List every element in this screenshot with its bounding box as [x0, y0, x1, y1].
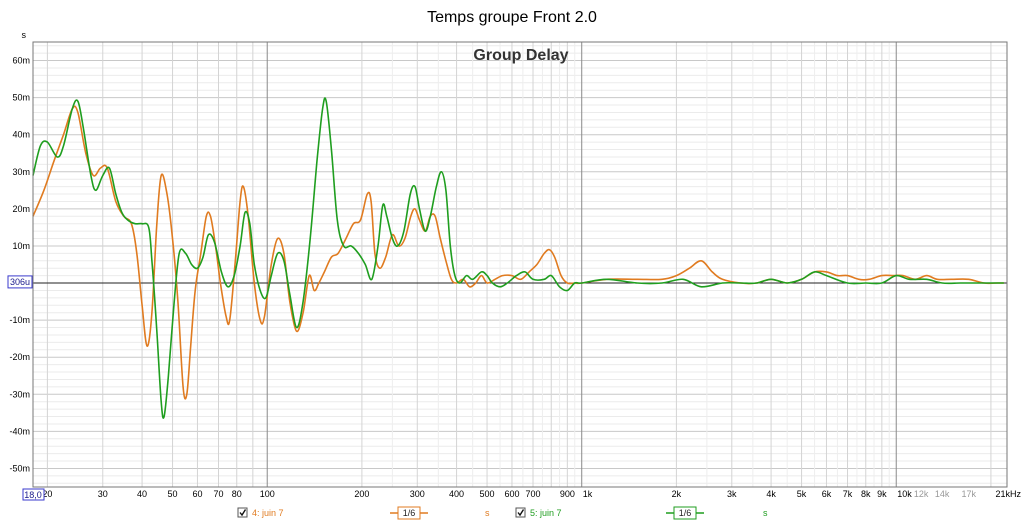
x-tick-label: 17k	[961, 489, 976, 499]
y-tick-label: -40m	[9, 426, 30, 436]
chart-subtitle: Group Delay	[473, 47, 568, 64]
smoothing-button[interactable]	[673, 506, 697, 520]
y-marker-label: 306u	[10, 277, 30, 287]
legend-checkbox[interactable]	[237, 507, 248, 518]
x-tick-label: 20	[42, 489, 52, 499]
x-tick-label: 8k	[861, 489, 871, 499]
y-tick-label: -50m	[9, 463, 30, 473]
x-tick-label: 100	[260, 489, 275, 499]
y-tick-label: -10m	[9, 315, 30, 325]
y-tick-label: 50m	[12, 93, 30, 103]
y-tick-label: 40m	[12, 130, 30, 140]
y-tick-label: 20m	[12, 204, 30, 214]
x-tick-label: 6k	[822, 489, 832, 499]
x-tick-label: 900	[560, 489, 575, 499]
x-tick-label: 7k	[843, 489, 853, 499]
x-tick-label: 4k	[766, 489, 776, 499]
x-marker-box[interactable]	[22, 488, 45, 501]
plot-frame	[32, 41, 1008, 488]
grid	[33, 42, 1007, 487]
y-marker-box[interactable]	[7, 275, 33, 289]
smoothing-label: 1/6	[679, 508, 692, 518]
x-tick-label: 600	[504, 489, 519, 499]
x-tick-label: 5k	[797, 489, 807, 499]
x-tick-label: 21kHz	[995, 489, 1021, 499]
x-tick-label: 30	[98, 489, 108, 499]
x-tick-label: 60	[192, 489, 202, 499]
x-tick-label: 70	[213, 489, 223, 499]
x-tick-label: 3k	[727, 489, 737, 499]
series-line-2	[32, 97, 1004, 419]
x-marker-label: 18,0	[24, 490, 42, 500]
legend-unit: s	[485, 508, 490, 518]
x-tick-label: 2k	[672, 489, 682, 499]
legend-label: 4: juin 7	[252, 508, 284, 518]
x-tick-label: 10k	[897, 489, 912, 499]
legend-checkbox[interactable]	[515, 507, 526, 518]
y-tick-label: -20m	[9, 352, 30, 362]
y-tick-label: 10m	[12, 241, 30, 251]
legend-unit: s	[763, 508, 768, 518]
x-tick-label: 9k	[877, 489, 887, 499]
x-tick-label: 500	[480, 489, 495, 499]
plot-area	[33, 42, 1007, 487]
x-axis: 20 30 40 50 60 70 80 100 200 300 400 500 600 700 900 1k…	[42, 489, 1021, 499]
x-tick-label: 80	[232, 489, 242, 499]
smoothing-button[interactable]	[397, 506, 421, 520]
x-tick-label: 50	[168, 489, 178, 499]
legend-label: 5: juin 7	[530, 508, 562, 518]
chart-title: Temps groupe Front 2.0	[427, 9, 597, 26]
x-tick-label: 14k	[935, 489, 950, 499]
x-tick-label: 40	[137, 489, 147, 499]
y-tick-label: -30m	[9, 389, 30, 399]
y-axis: 60m 50m 40m 30m 20m 10m -10m -20m -30m -40m -50m	[9, 56, 30, 474]
axis-markers[interactable]: 306u 18,0	[7, 275, 45, 501]
x-tick-label: 300	[410, 489, 425, 499]
y-tick-label: 30m	[12, 167, 30, 177]
x-tick-label: 400	[449, 489, 464, 499]
x-tick-label: 1k	[583, 489, 593, 499]
smoothing-label: 1/6	[403, 508, 416, 518]
y-unit-label: s	[22, 30, 27, 40]
check-icon	[517, 509, 525, 517]
x-tick-label: 12k	[914, 489, 929, 499]
x-tick-label: 200	[354, 489, 369, 499]
series-layer	[32, 97, 1004, 419]
legend: 4: juin 7 1/6 s 5: juin 7 1/6 s	[237, 506, 768, 520]
y-tick-label: 60m	[12, 56, 30, 66]
x-tick-label: 700	[525, 489, 540, 499]
check-icon	[239, 509, 247, 517]
